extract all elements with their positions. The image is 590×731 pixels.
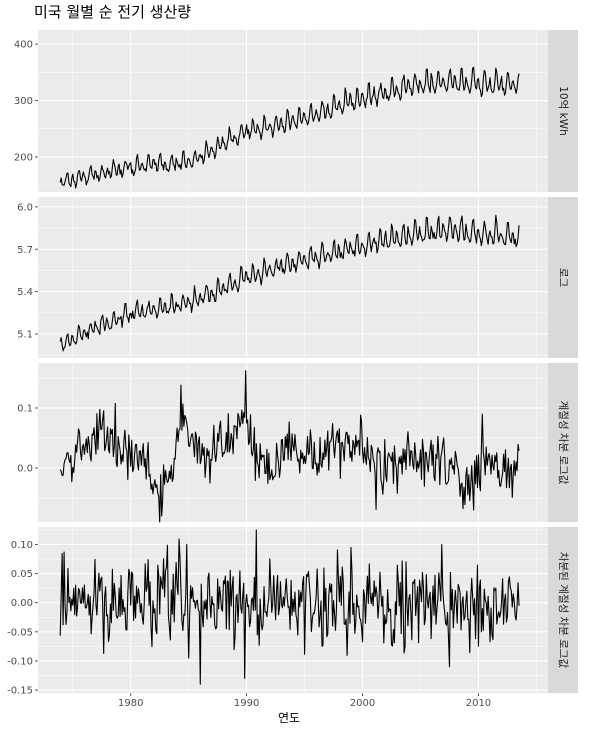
y-tick-label: 5.1: [17, 329, 33, 340]
y-tick-label: 300: [14, 96, 33, 107]
x-tick-label: 1990: [234, 698, 259, 709]
facet-strip-label: 10억 kWh: [557, 86, 569, 135]
facet-strip-label: 로그: [557, 268, 569, 288]
facet-strip-label: 계절성 차분 로그값: [557, 401, 570, 485]
series-line: [59, 66, 520, 189]
y-tick-label: 0.00: [11, 598, 33, 609]
facet-panel: -0.15 -0.10 -0.05 0.00 0.05 0.10 차분된 계절성 차분 로그…: [7, 527, 578, 697]
facet-panel: 200 300 400 10억 kWh: [14, 30, 578, 192]
y-tick-label: -0.05: [7, 627, 33, 638]
facet-panel: 0.0 0.1 계절성 차분 로그값: [17, 363, 578, 523]
x-tick-label: 2000: [350, 698, 375, 709]
series-line: [59, 370, 520, 523]
y-tick-label: 0.10: [11, 540, 33, 551]
panel-background: [38, 30, 548, 192]
facet-strip-label: 차분된 계절성 차분 로그값: [557, 552, 570, 669]
facet-panels: 200 300 400 10억 kWh 5.1 5.4 5.7 6.0 로그 0.0 0.1 계절성 …: [7, 30, 578, 697]
x-tick-label: 1980: [118, 698, 143, 709]
facet-strip: [548, 363, 578, 522]
facet-panel: 5.1 5.4 5.7 6.0 로그: [17, 197, 578, 358]
facet-strip: [548, 527, 578, 693]
chart-title: 미국 월별 순 전기 생산량: [34, 3, 191, 21]
y-tick-label: 0.0: [17, 464, 33, 475]
x-tick-label: 2010: [466, 698, 491, 709]
facet-strip: [548, 197, 578, 358]
x-axis: 1980 1990 2000 2010: [118, 693, 491, 709]
series-line: [59, 529, 520, 685]
y-tick-label: 400: [14, 40, 33, 51]
y-tick-label: 200: [14, 153, 33, 164]
y-tick-label: -0.10: [7, 656, 33, 667]
y-tick-label: 5.7: [17, 245, 33, 256]
y-tick-label: -0.15: [7, 686, 33, 697]
facet-strip: [548, 30, 578, 192]
y-tick-label: 5.4: [17, 287, 33, 298]
y-tick-label: 0.05: [11, 569, 33, 580]
y-tick-label: 0.1: [17, 404, 33, 415]
y-tick-label: 6.0: [17, 202, 33, 213]
series-line: [59, 214, 520, 352]
panel-background: [38, 527, 548, 693]
x-axis-label: 연도: [278, 711, 300, 725]
